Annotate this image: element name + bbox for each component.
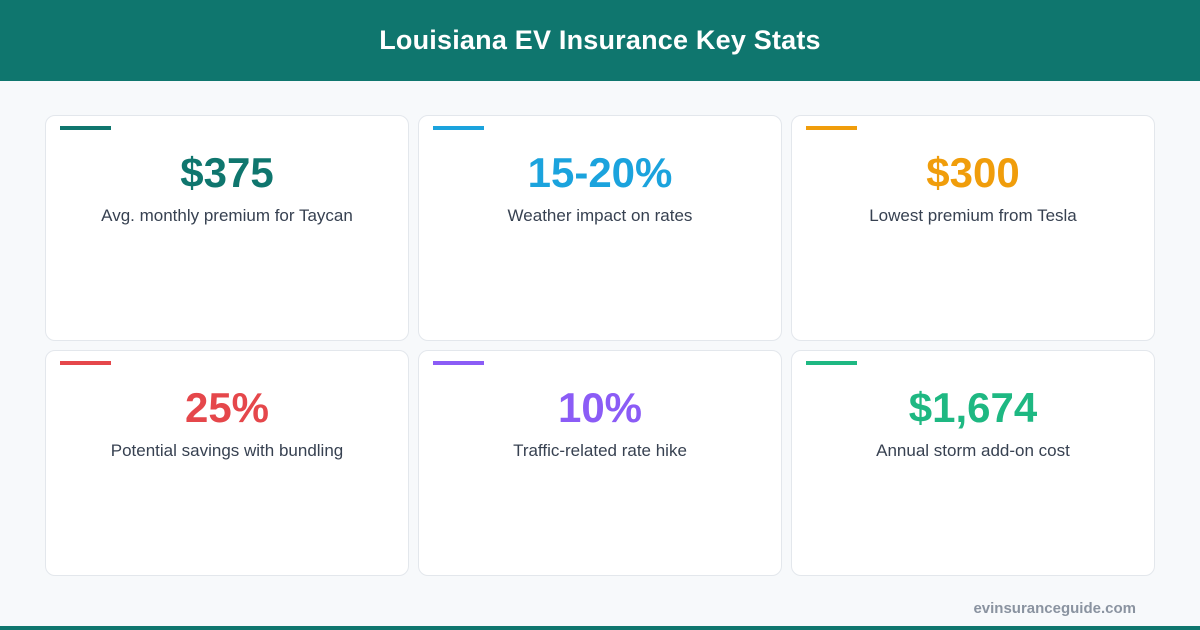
stat-card-tesla-premium: $300 Lowest premium from Tesla <box>791 115 1155 341</box>
stat-card-taycan-premium: $375 Avg. monthly premium for Taycan <box>45 115 409 341</box>
stat-card-traffic-hike: 10% Traffic-related rate hike <box>418 350 782 576</box>
card-accent-bar <box>806 126 857 130</box>
stat-value: 25% <box>184 384 270 431</box>
footer-bar <box>0 626 1200 630</box>
stat-label: Avg. monthly premium for Taycan <box>101 206 353 225</box>
stat-value: $375 <box>180 149 274 196</box>
card-accent-bar <box>433 126 484 130</box>
stat-label: Annual storm add-on cost <box>876 441 1070 460</box>
stat-card-weather-impact: 15-20% Weather impact on rates <box>418 115 782 341</box>
stat-label: Lowest premium from Tesla <box>869 206 1077 225</box>
card-accent-bar <box>60 126 111 130</box>
stat-value: $300 <box>926 149 1020 196</box>
stat-label: Weather impact on rates <box>507 206 693 225</box>
stat-label: Potential savings with bundling <box>110 441 344 460</box>
stat-label: Traffic-related rate hike <box>513 441 687 460</box>
stat-card-bundling-savings: 25% Potential savings with bundling <box>45 350 409 576</box>
card-accent-bar <box>806 361 857 365</box>
card-accent-bar <box>433 361 484 365</box>
stat-value: 15-20% <box>527 149 673 196</box>
stats-grid: $375 Avg. monthly premium for Taycan 15-… <box>45 115 1155 576</box>
stat-card-storm-addon: $1,674 Annual storm add-on cost <box>791 350 1155 576</box>
stat-value: 10% <box>557 384 643 431</box>
stat-value: $1,674 <box>908 384 1038 431</box>
header-banner: Louisiana EV Insurance Key Stats <box>0 0 1200 81</box>
site-url: evinsuranceguide.com <box>973 600 1136 617</box>
card-accent-bar <box>60 361 111 365</box>
page-title: Louisiana EV Insurance Key Stats <box>379 25 821 55</box>
